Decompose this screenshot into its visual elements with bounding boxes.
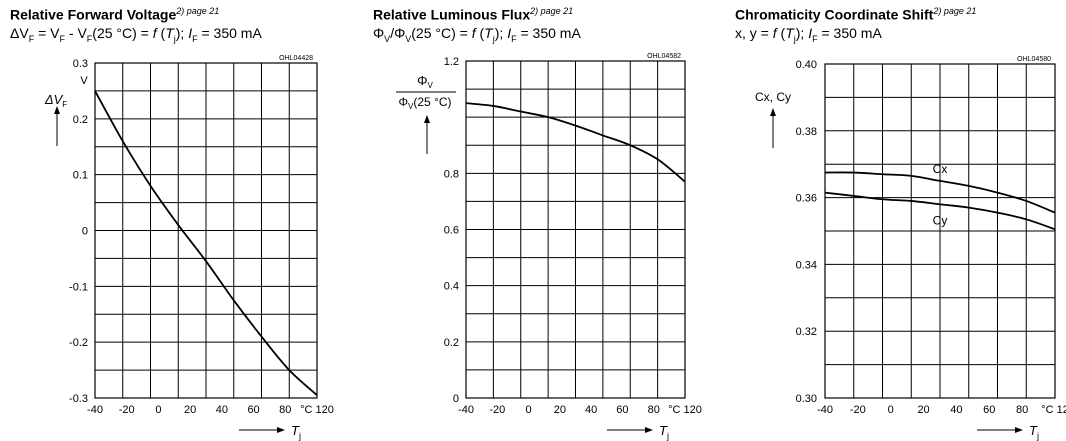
y-tick-label: -0.1 (69, 281, 88, 293)
y-tick-label: 0.3 (73, 58, 88, 70)
chart-panel-chromaticity: Chromaticity Coordinate Shift2) page 21 … (725, 0, 1066, 441)
y-tick-label: -0.2 (69, 337, 88, 349)
y-tick-label: 0 (453, 393, 459, 405)
x-tick-label: 20 (184, 404, 196, 416)
y-axis-label-numerator: ΦV (417, 73, 433, 90)
plot-frame (824, 63, 1056, 399)
x-tick-label: 0 (155, 404, 161, 416)
chart-title: Relative Forward Voltage2) page 21 (10, 6, 220, 23)
y-tick-label: 0.8 (444, 168, 459, 180)
x-tick-label: 80 (279, 404, 291, 416)
plot-frame (94, 62, 318, 399)
y-axis-arrow-head (770, 108, 776, 116)
figure-code: OHL04580 (1017, 56, 1051, 63)
series-label: Cy (933, 213, 948, 227)
x-tick-label: 60 (247, 404, 259, 416)
y-tick-label: 0.2 (444, 337, 459, 349)
x-tick-label: -20 (850, 404, 866, 416)
figure-code: OHL04428 (279, 55, 313, 62)
y-axis-label: ΔVF (44, 92, 67, 109)
y-tick-label: 1.2 (444, 56, 459, 68)
y-tick-label: 0.2 (73, 114, 88, 126)
y-tick-label: -0.3 (69, 393, 88, 405)
x-axis-arrow-head (645, 427, 653, 433)
x-tick-label: 20 (554, 404, 566, 416)
chart-title: Chromaticity Coordinate Shift2) page 21 (735, 6, 977, 23)
x-axis-label: Tj (1029, 423, 1039, 441)
x-tick-label: 80 (648, 404, 660, 416)
x-tick-label: 80 (1016, 404, 1028, 416)
chart-subtitle: ΔVF = VF - VF(25 °C) = f (Tj); IF = 350 … (10, 25, 262, 44)
y-tick-label: 0 (82, 226, 88, 238)
x-tick-label: -40 (458, 404, 474, 416)
figure-code: OHL04582 (647, 53, 681, 60)
x-tick-label: -40 (87, 404, 103, 416)
y-axis-arrow-head (54, 106, 60, 114)
y-axis-unit: V (80, 75, 88, 87)
x-tick-label: °C 120 (300, 404, 334, 416)
y-tick-label: 0.30 (796, 393, 817, 405)
chart-panel-luminous-flux: Relative Luminous Flux2) page 21 ΦV/ΦV(2… (363, 0, 703, 441)
y-tick-label: 0.32 (796, 326, 817, 338)
chart-subtitle: x, y = f (Tj); IF = 350 mA (735, 25, 882, 44)
chart-title: Relative Luminous Flux2) page 21 (373, 6, 574, 23)
plot-frame (465, 60, 686, 399)
x-tick-label: 40 (216, 404, 228, 416)
x-tick-label: 0 (888, 404, 894, 416)
x-tick-label: -20 (489, 404, 505, 416)
x-axis-arrow-head (277, 427, 285, 433)
x-tick-label: °C 120 (668, 404, 702, 416)
y-axis-label: Cx, Cy (755, 90, 791, 104)
y-axis-arrow-head (424, 115, 430, 123)
series-line (465, 102, 686, 183)
x-axis-arrow-head (1015, 427, 1023, 433)
y-tick-label: 0.40 (796, 59, 817, 71)
x-tick-label: 60 (616, 404, 628, 416)
x-tick-label: 0 (526, 404, 532, 416)
y-tick-label: 0.4 (444, 281, 459, 293)
chart-svg-forward-voltage: 0.3 0.2 0.1 0 -0.1 -0.2 -0.3-40 -20 0 20 40 60 80 °C … (44, 55, 334, 441)
x-axis-label: Tj (291, 423, 301, 441)
y-tick-label: 0.34 (796, 259, 817, 271)
x-tick-label: 60 (983, 404, 995, 416)
x-tick-label: -20 (119, 404, 135, 416)
series-line (94, 90, 318, 396)
y-tick-label: 0.6 (444, 225, 459, 237)
chart-subtitle: ΦV/ΦV(25 °C) = f (Tj); IF = 350 mA (373, 25, 581, 44)
y-tick-label: 0.1 (73, 170, 88, 182)
chart-panel-forward-voltage: Relative Forward Voltage2) page 21 ΔVF =… (0, 0, 340, 441)
series-line-cx (824, 171, 1056, 214)
y-tick-label: 0.38 (796, 126, 817, 138)
y-axis-label-denominator: ΦV(25 °C) (398, 95, 451, 111)
series-line-cy (824, 191, 1056, 231)
x-tick-label: 40 (950, 404, 962, 416)
x-tick-label: -40 (817, 404, 833, 416)
chart-svg-luminous-flux: 1.20.80.60.40.20-40 -20 0 20 40 60 80 °C 120OHL… (396, 53, 702, 441)
x-tick-label: 40 (585, 404, 597, 416)
series-label: Cx (933, 162, 948, 176)
chart-svg-chromaticity: 0.40 0.38 0.36 0.34 0.32 0.30-40 -20 0 20 40 60 80 °… (755, 56, 1066, 441)
x-tick-label: 20 (917, 404, 929, 416)
y-tick-label: 0.36 (796, 193, 817, 205)
x-tick-label: °C 12 (1041, 404, 1066, 416)
x-axis-label: Tj (659, 423, 669, 441)
